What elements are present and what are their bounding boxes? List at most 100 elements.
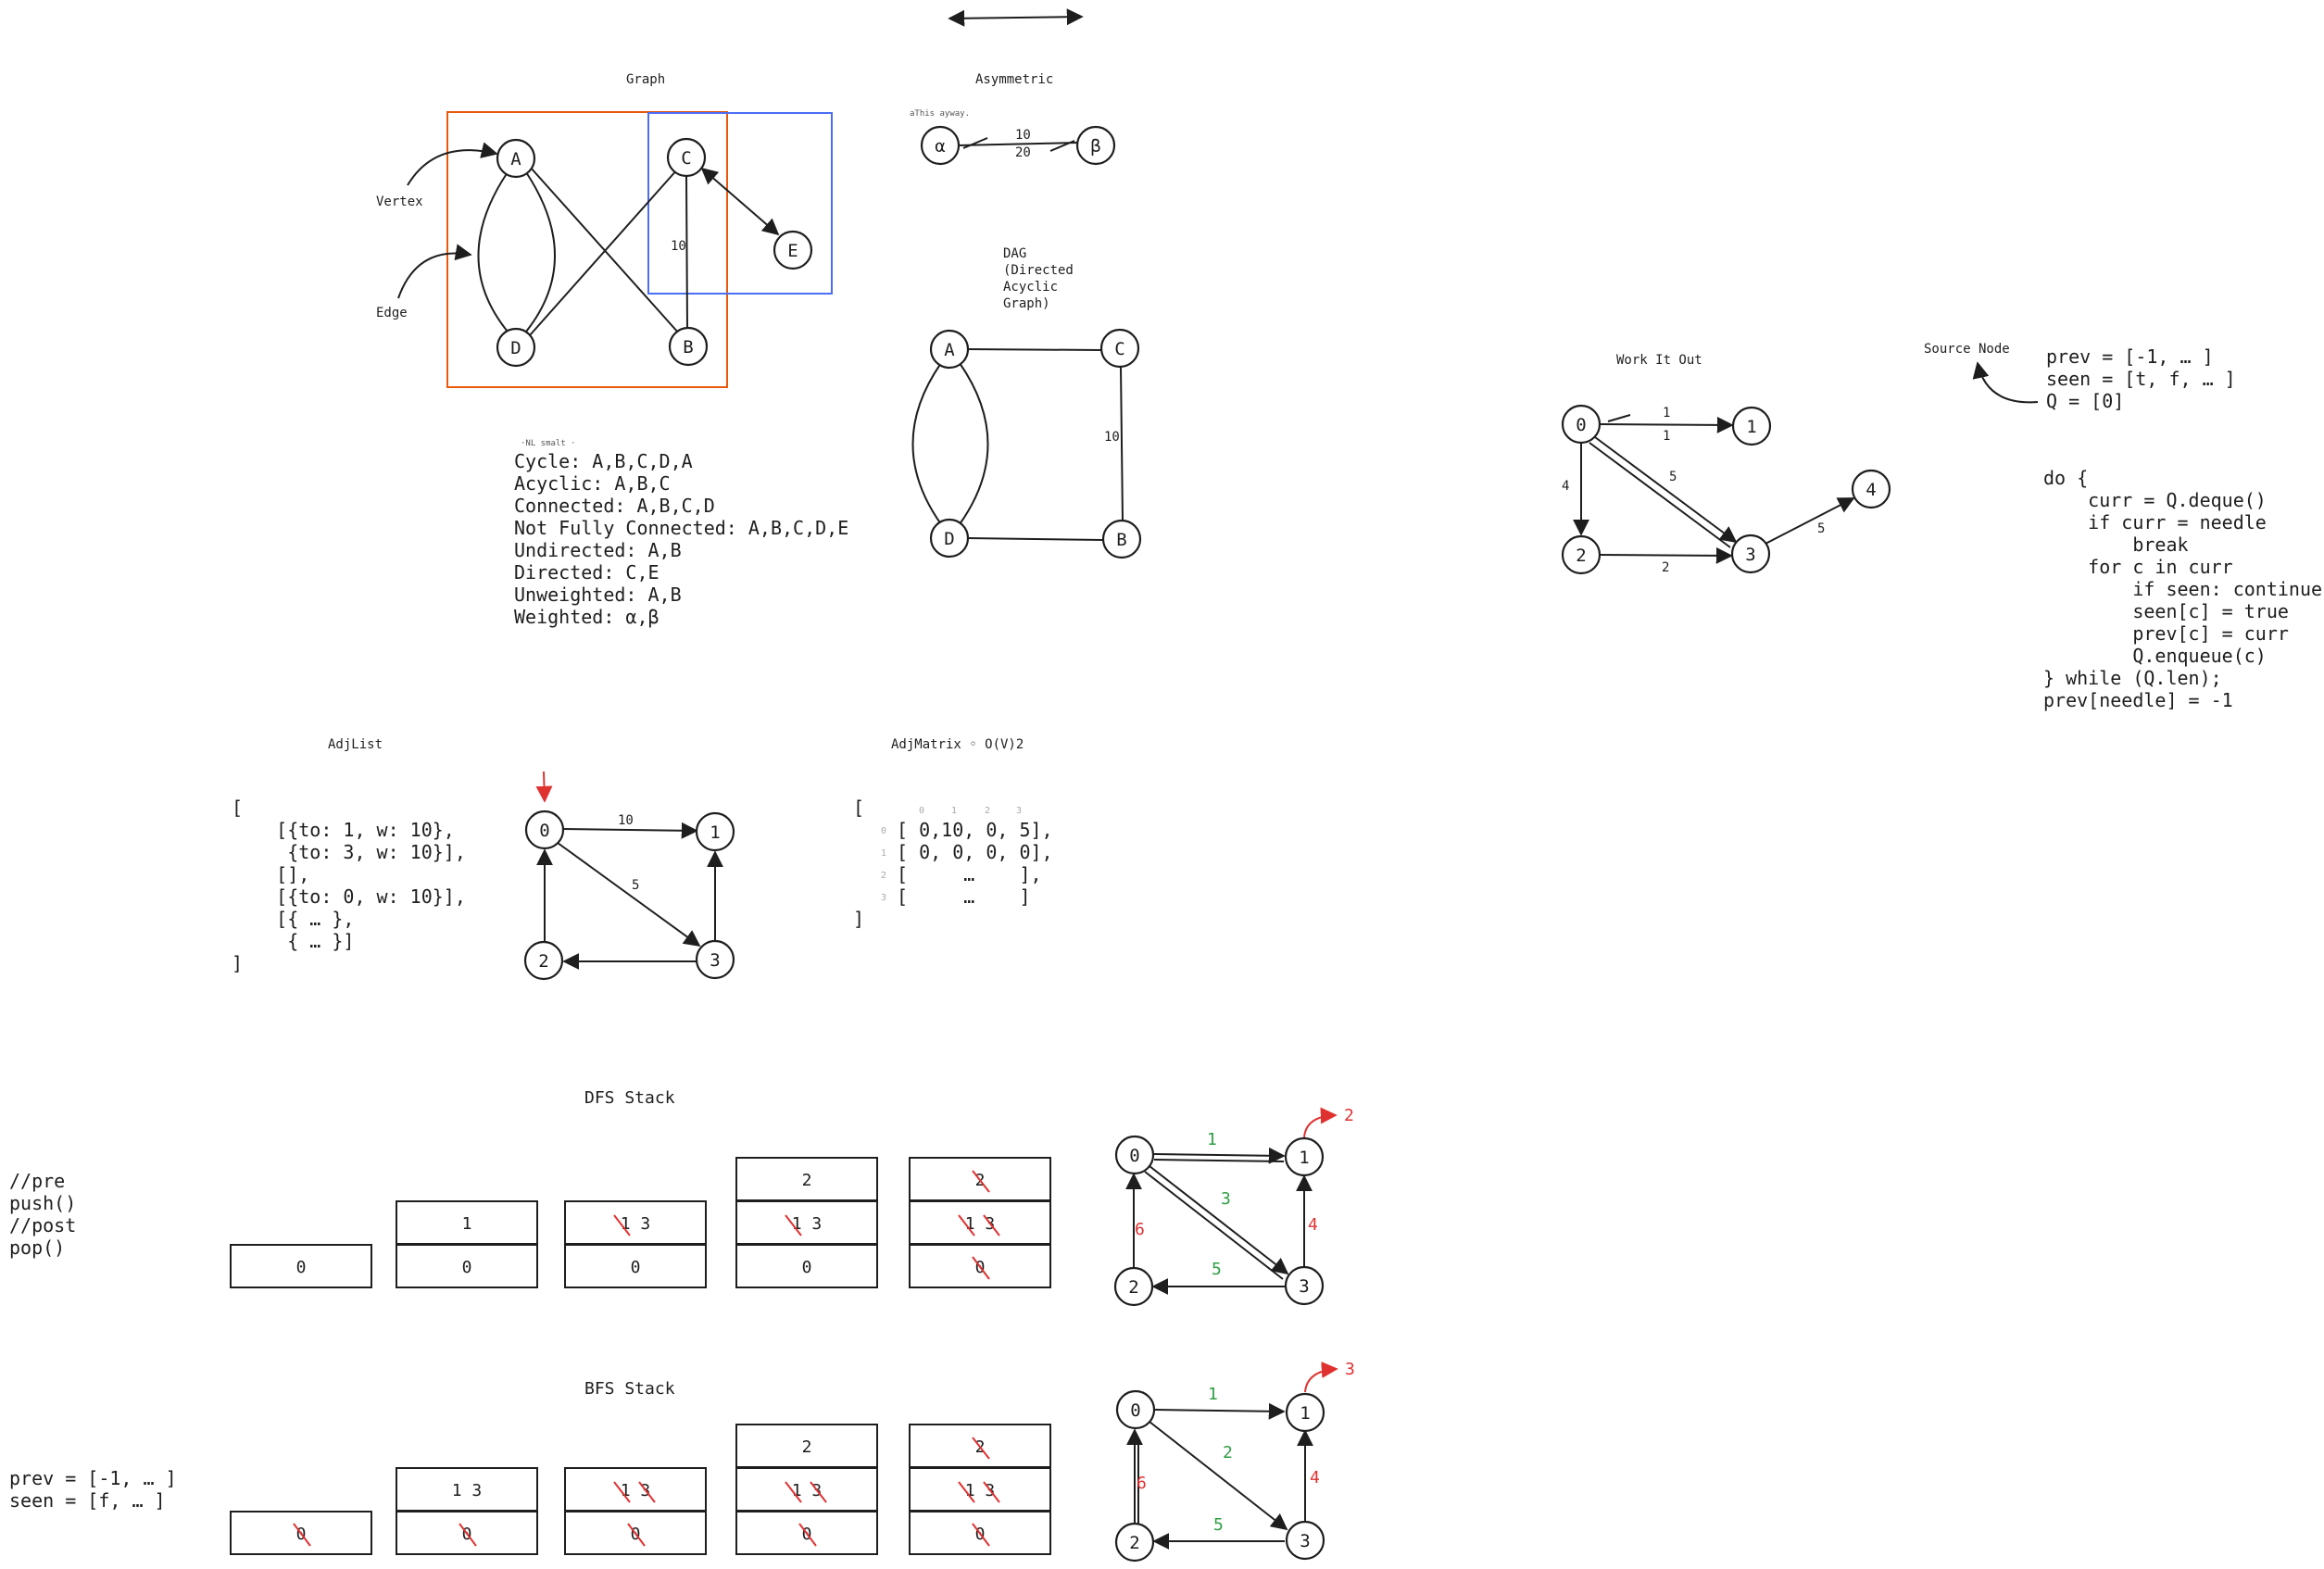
wio-node-3-label: 3: [1745, 545, 1755, 565]
asymmetric-weight-1: 10: [1015, 128, 1031, 143]
definitions-tiny-note: ·NL smalt ·: [521, 439, 576, 448]
bfs-stack-4-cell-2: [735, 1467, 878, 1512]
dfs-stack-4-value-3: 2: [802, 1171, 812, 1190]
wio-weight-0-2: 4: [1562, 479, 1569, 494]
adjmatrix-col-1: 1: [951, 806, 957, 816]
wio-node-4-label: 4: [1865, 480, 1876, 500]
adjmatrix-col-3: 3: [1016, 806, 1022, 816]
adjlist-edge-0-3: [557, 842, 701, 948]
asymmetric-title: Asymmetric: [975, 72, 1053, 87]
bfs-target: 3: [1345, 1360, 1355, 1379]
wio-node-2: [1561, 534, 1602, 575]
adjmatrix-line-5: [ … ]: [897, 885, 1031, 908]
asymmetric-tick-b: [1049, 140, 1075, 152]
work-it-out-section: Work It Out 1 1 5 4 2 5 0 1 2 3 4: [1561, 353, 1891, 575]
dfs-stack-5-strike-3: [983, 1214, 1000, 1236]
adjlist-node-1: [695, 811, 735, 852]
wio-edge-0-1-back: [1607, 414, 1631, 422]
graph-blue-box: [647, 112, 833, 295]
dfs-edge-0-3: [1149, 1165, 1289, 1275]
bfs-node-0: [1115, 1389, 1156, 1430]
adjlist-line-5: [{to: 0, w: 10}],: [232, 885, 466, 908]
bfs-state-prev: prev = [-1, … ]: [9, 1467, 177, 1489]
dfs-node-1-label: 1: [1299, 1148, 1309, 1168]
adjmatrix-line-1: [: [853, 797, 864, 819]
dfs-weight-0-1: 1: [1207, 1130, 1217, 1149]
bfs-stack-4-strike-3: [810, 1481, 827, 1503]
adjlist-node-0: [524, 810, 565, 850]
code-line-10: } while (Q.len);: [2043, 667, 2222, 689]
asymmetric-node-alpha-label: α: [935, 136, 945, 157]
dfs-comment-2: push(): [9, 1192, 76, 1214]
dag-title-line-3: Acyclic: [1003, 280, 1058, 295]
graph-node-c-label: C: [681, 148, 691, 169]
source-node-label: Source Node: [1924, 342, 2010, 357]
dfs-stack-4-value-1: 0: [802, 1258, 812, 1277]
graph-edge-d-c: [529, 168, 679, 336]
definition-weighted: Weighted: α,β: [514, 606, 660, 628]
dag-title-line-1: DAG: [1003, 246, 1026, 261]
source-node-pointer-arrow: [1972, 361, 2039, 404]
bfs-weight-3-1: 4: [1310, 1468, 1320, 1487]
edge-label: Edge: [376, 306, 408, 320]
bfs-weight-0-3: 2: [1223, 1443, 1233, 1462]
definition-undirected: Undirected: A,B: [514, 539, 682, 561]
adjmatrix-row-2: 2: [881, 871, 886, 881]
wio-node-3: [1730, 533, 1771, 574]
adjlist-node-3-label: 3: [710, 950, 720, 971]
adjlist-node-2-label: 2: [538, 951, 548, 972]
dfs-stack-3-cell-1: [564, 1244, 707, 1288]
code-line-5: for c in curr: [2043, 556, 2233, 578]
bfs-stack-2-cell-1: [396, 1511, 538, 1555]
dag-edge-a-d-right: [959, 362, 989, 525]
vertex-pointer-arrow: [407, 142, 498, 186]
adjmatrix-line-3: [ 0, 0, 0, 0],: [897, 841, 1053, 863]
adjlist-line-7: { … }]: [232, 930, 354, 952]
asymmetric-section: Asymmetric aThis ayway. 10 20 α β: [910, 72, 1116, 166]
dag-title-line-4: Graph): [1003, 296, 1050, 311]
definition-not-fully-connected: Not Fully Connected: A,B,C,D,E: [514, 517, 848, 539]
dfs-node-3: [1284, 1265, 1325, 1306]
dfs-stack-3-cell-2: [564, 1200, 707, 1245]
adjmatrix-line-4: [ … ],: [897, 863, 1042, 885]
adjlist-line-1: [: [232, 797, 243, 819]
dfs-stack-4-cell-3: [735, 1157, 878, 1201]
code-line-2: curr = Q.deque(): [2043, 489, 2267, 511]
bfs-section: BFS Stack prev = [-1, … ] seen = [f, … ]…: [9, 1360, 1355, 1563]
adjlist-line-2: [{to: 1, w: 10},: [232, 819, 455, 841]
asymmetric-weight-2: 20: [1015, 145, 1031, 160]
code-line-7: seen[c] = true: [2043, 600, 2289, 622]
source-node-section: Source Node prev = [-1, … ] seen = [t, f…: [1924, 342, 2322, 711]
definition-unweighted: Unweighted: A,B: [514, 584, 682, 606]
wio-weight-0-3: 5: [1669, 470, 1677, 484]
dfs-stack-4-strike-1: [785, 1214, 802, 1236]
asymmetric-tick-a: [962, 137, 988, 149]
wio-weight-0-1-top: 1: [1663, 406, 1670, 420]
graph-node-e: [773, 230, 813, 270]
dag-title-line-2: (Directed: [1003, 263, 1074, 278]
code-line-9: Q.enqueue(c): [2043, 645, 2267, 667]
wio-edge-0-1: [1600, 416, 1734, 433]
edge-pointer-arrow: [397, 244, 472, 299]
wio-edge-2-3: [1599, 546, 1733, 564]
dfs-stack-4-cell-2: [735, 1200, 878, 1245]
dfs-edge-0-1-double: [1153, 1159, 1285, 1162]
wio-weight-3-4: 5: [1817, 521, 1825, 536]
wio-weight-0-1-bottom: 1: [1663, 429, 1670, 444]
dfs-node-3-label: 3: [1299, 1276, 1309, 1297]
graph-node-b: [668, 326, 709, 367]
dfs-stack-1-value-1: 0: [296, 1258, 307, 1277]
dfs-section: DFS Stack //pre push() //post pop() 0 0 …: [9, 1088, 1354, 1307]
graph-node-e-label: E: [787, 241, 798, 261]
graph-orange-box: [446, 111, 728, 388]
wio-node-4: [1851, 469, 1891, 509]
dfs-stack-5-strike-4: [972, 1170, 990, 1193]
state-seen: seen = [t, f, … ]: [2046, 368, 2236, 390]
bfs-stack-2-strike-1: [459, 1523, 477, 1547]
graph-node-a: [496, 138, 536, 179]
bfs-stack-5-cell-3: [909, 1424, 1051, 1468]
bfs-node-3: [1285, 1520, 1325, 1561]
asymmetric-node-beta-label: β: [1090, 136, 1100, 157]
definition-directed: Directed: C,E: [514, 561, 660, 584]
adjmatrix-line-6: ]: [853, 908, 864, 930]
